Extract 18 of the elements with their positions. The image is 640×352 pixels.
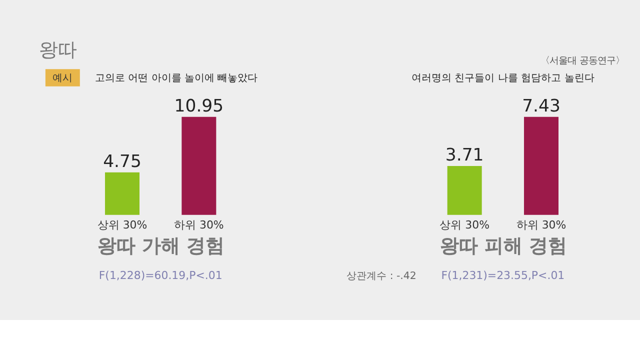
chart-title: 고의로 어떤 아이를 놀이에 빼놓았다 [94, 72, 258, 84]
x-tick-label: 상위 30% [97, 218, 148, 232]
x-tick-label: 하위 30% [516, 218, 566, 232]
x-tick-label: 하위 30% [174, 218, 224, 232]
chart-title: 여러명의 친구들이 나를 험담하고 놀린다 [411, 72, 594, 84]
data-label: 4.75 [103, 152, 142, 172]
text: F(1,228)=60.19,P<.01 [98, 269, 222, 282]
text: 〈서울대 공동연구〉 [540, 56, 624, 67]
data-label: 10.95 [174, 96, 224, 116]
text: 왕따 [39, 40, 78, 61]
text: F(1,231)=23.55,P<.01 [441, 269, 565, 282]
x-axis-title: 왕따 가해 경험 [97, 236, 225, 258]
x-tick-label: 상위 30% [440, 218, 490, 232]
x-axis-title: 왕따 피해 경험 [440, 236, 567, 258]
data-label: 7.43 [522, 96, 560, 116]
text: 예시 [52, 72, 73, 84]
data-label: 3.71 [445, 145, 484, 166]
text: 상관계수 : -.42 [346, 271, 416, 282]
